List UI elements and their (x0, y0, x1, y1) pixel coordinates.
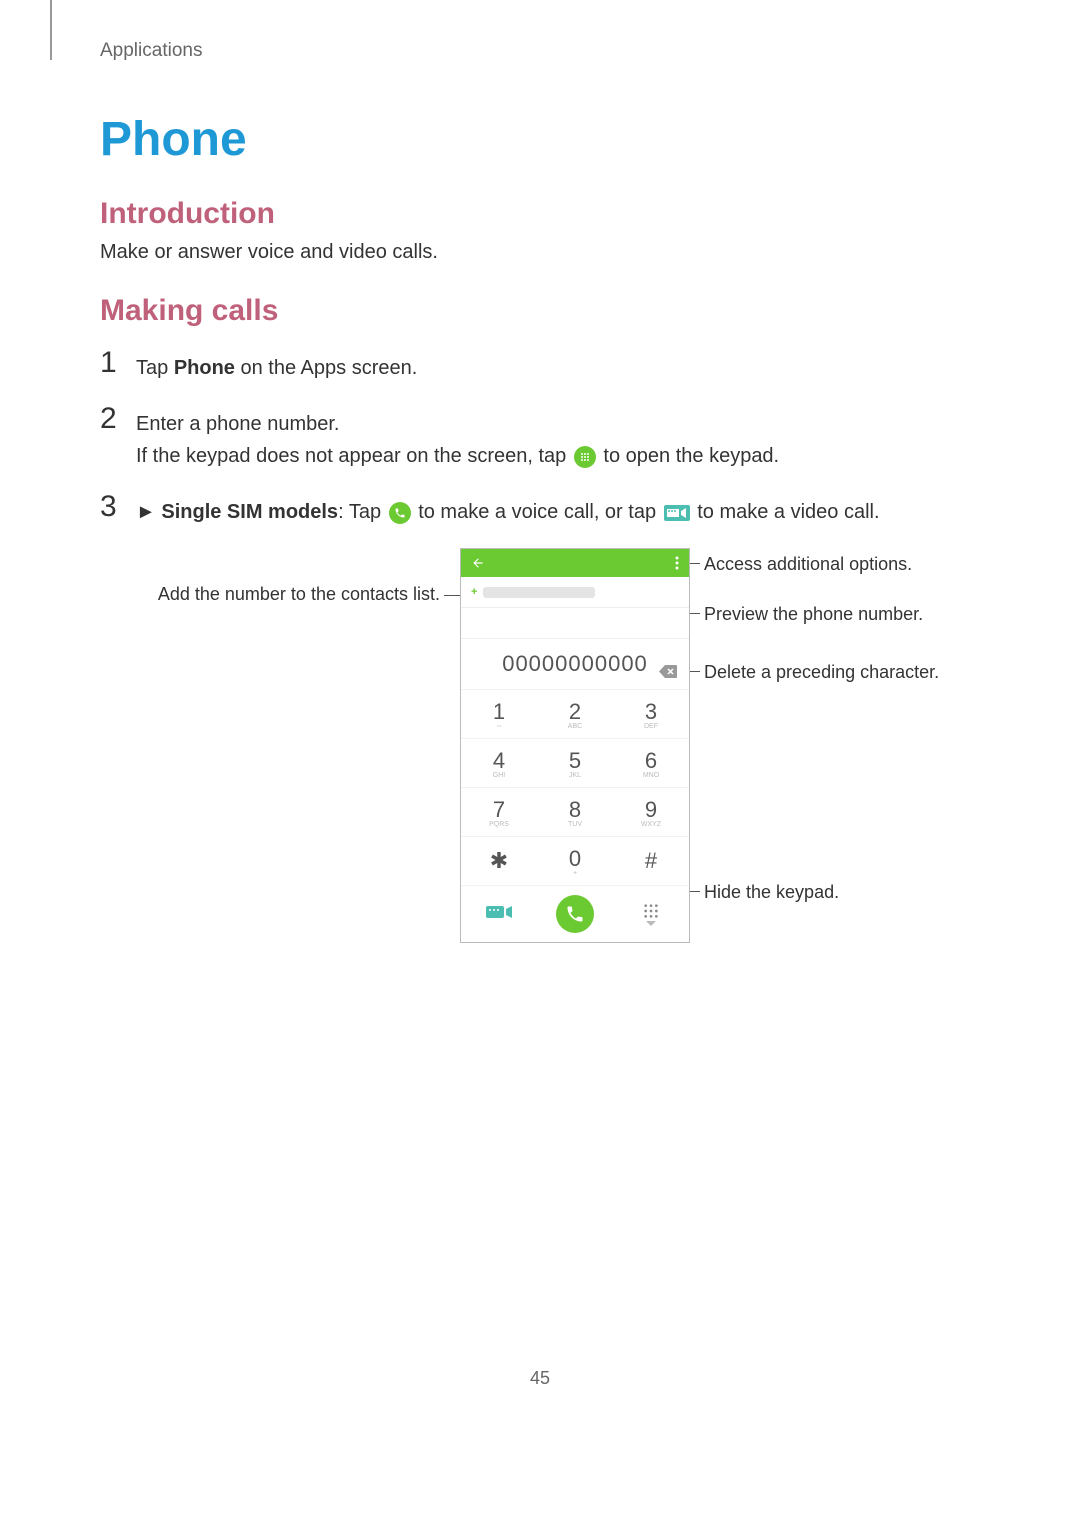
key-9[interactable]: 9WXYZ (613, 787, 689, 836)
hide-keypad-button[interactable] (643, 903, 659, 926)
add-to-contacts-label: Add to Contacts (483, 587, 594, 598)
step-text: to open the keypad. (603, 445, 779, 467)
step-text: If the keypad does not appear on the scr… (136, 445, 572, 467)
step-text: Tap (136, 357, 174, 379)
section-making-calls: Making calls (100, 294, 980, 328)
key-3[interactable]: 3DEF (613, 689, 689, 738)
phone-header-bar[interactable] (461, 549, 689, 577)
key-1[interactable]: 1◦◦ (461, 689, 537, 738)
triangle-bullet: ► (136, 501, 156, 523)
step-text: Enter a phone number. (136, 408, 779, 440)
callout-additional-options: Access additional options. (704, 554, 912, 575)
step-number: 3 (100, 492, 136, 522)
step-text: : Tap (338, 501, 387, 523)
step-text: on the Apps screen. (235, 357, 417, 379)
keypad: 1◦◦ 2ABC 3DEF 4GHI 5JKL 6MNO 7PQRS 8TUV … (461, 689, 689, 885)
voice-call-button[interactable] (556, 895, 594, 933)
callout-add-contacts: Add the number to the contacts list. (140, 584, 440, 605)
key-6[interactable]: 6MNO (613, 738, 689, 787)
step-3: 3 ► Single SIM models: Tap to make a voi… (100, 492, 980, 528)
callout-preview-number: Preview the phone number. (704, 604, 923, 625)
backspace-icon[interactable] (659, 658, 677, 671)
number-preview-area (461, 608, 689, 639)
step-number: 2 (100, 404, 136, 434)
section-introduction: Introduction (100, 197, 980, 231)
key-8[interactable]: 8TUV (537, 787, 613, 836)
page-number: 45 (100, 1368, 980, 1389)
video-call-button[interactable] (486, 904, 512, 925)
key-star[interactable]: ✱ (461, 836, 537, 885)
key-hash[interactable]: # (613, 836, 689, 885)
callout-delete-char: Delete a preceding character. (704, 662, 939, 683)
plus-icon: + (471, 586, 477, 598)
number-display: 00000000000 (461, 639, 689, 689)
key-5[interactable]: 5JKL (537, 738, 613, 787)
phone-figure: Add the number to the contacts list. Acc… (100, 548, 980, 968)
step-text: to make a video call. (697, 501, 879, 523)
more-options-icon[interactable] (675, 556, 679, 570)
step-bold: Single SIM models (161, 501, 338, 523)
video-call-icon (664, 505, 690, 521)
callout-hide-keypad: Hide the keypad. (704, 882, 839, 903)
keypad-open-icon (574, 446, 596, 468)
breadcrumb: Applications (100, 40, 980, 62)
key-2[interactable]: 2ABC (537, 689, 613, 738)
key-0[interactable]: 0+ (537, 836, 613, 885)
intro-text: Make or answer voice and video calls. (100, 241, 980, 264)
step-number: 1 (100, 348, 136, 378)
add-to-contacts-row[interactable]: + Add to Contacts (461, 577, 689, 608)
page-title: Phone (100, 112, 980, 167)
phone-mockup: + Add to Contacts 00000000000 1◦◦ 2ABC 3… (460, 548, 690, 943)
typed-number: 00000000000 (502, 651, 648, 677)
step-1: 1 Tap Phone on the Apps screen. (100, 348, 980, 384)
key-4[interactable]: 4GHI (461, 738, 537, 787)
key-7[interactable]: 7PQRS (461, 787, 537, 836)
step-2: 2 Enter a phone number. If the keypad do… (100, 404, 980, 472)
voice-call-icon (389, 502, 411, 524)
step-bold: Phone (174, 357, 235, 379)
back-arrow-icon[interactable] (471, 556, 485, 570)
step-text: to make a voice call, or tap (418, 501, 661, 523)
